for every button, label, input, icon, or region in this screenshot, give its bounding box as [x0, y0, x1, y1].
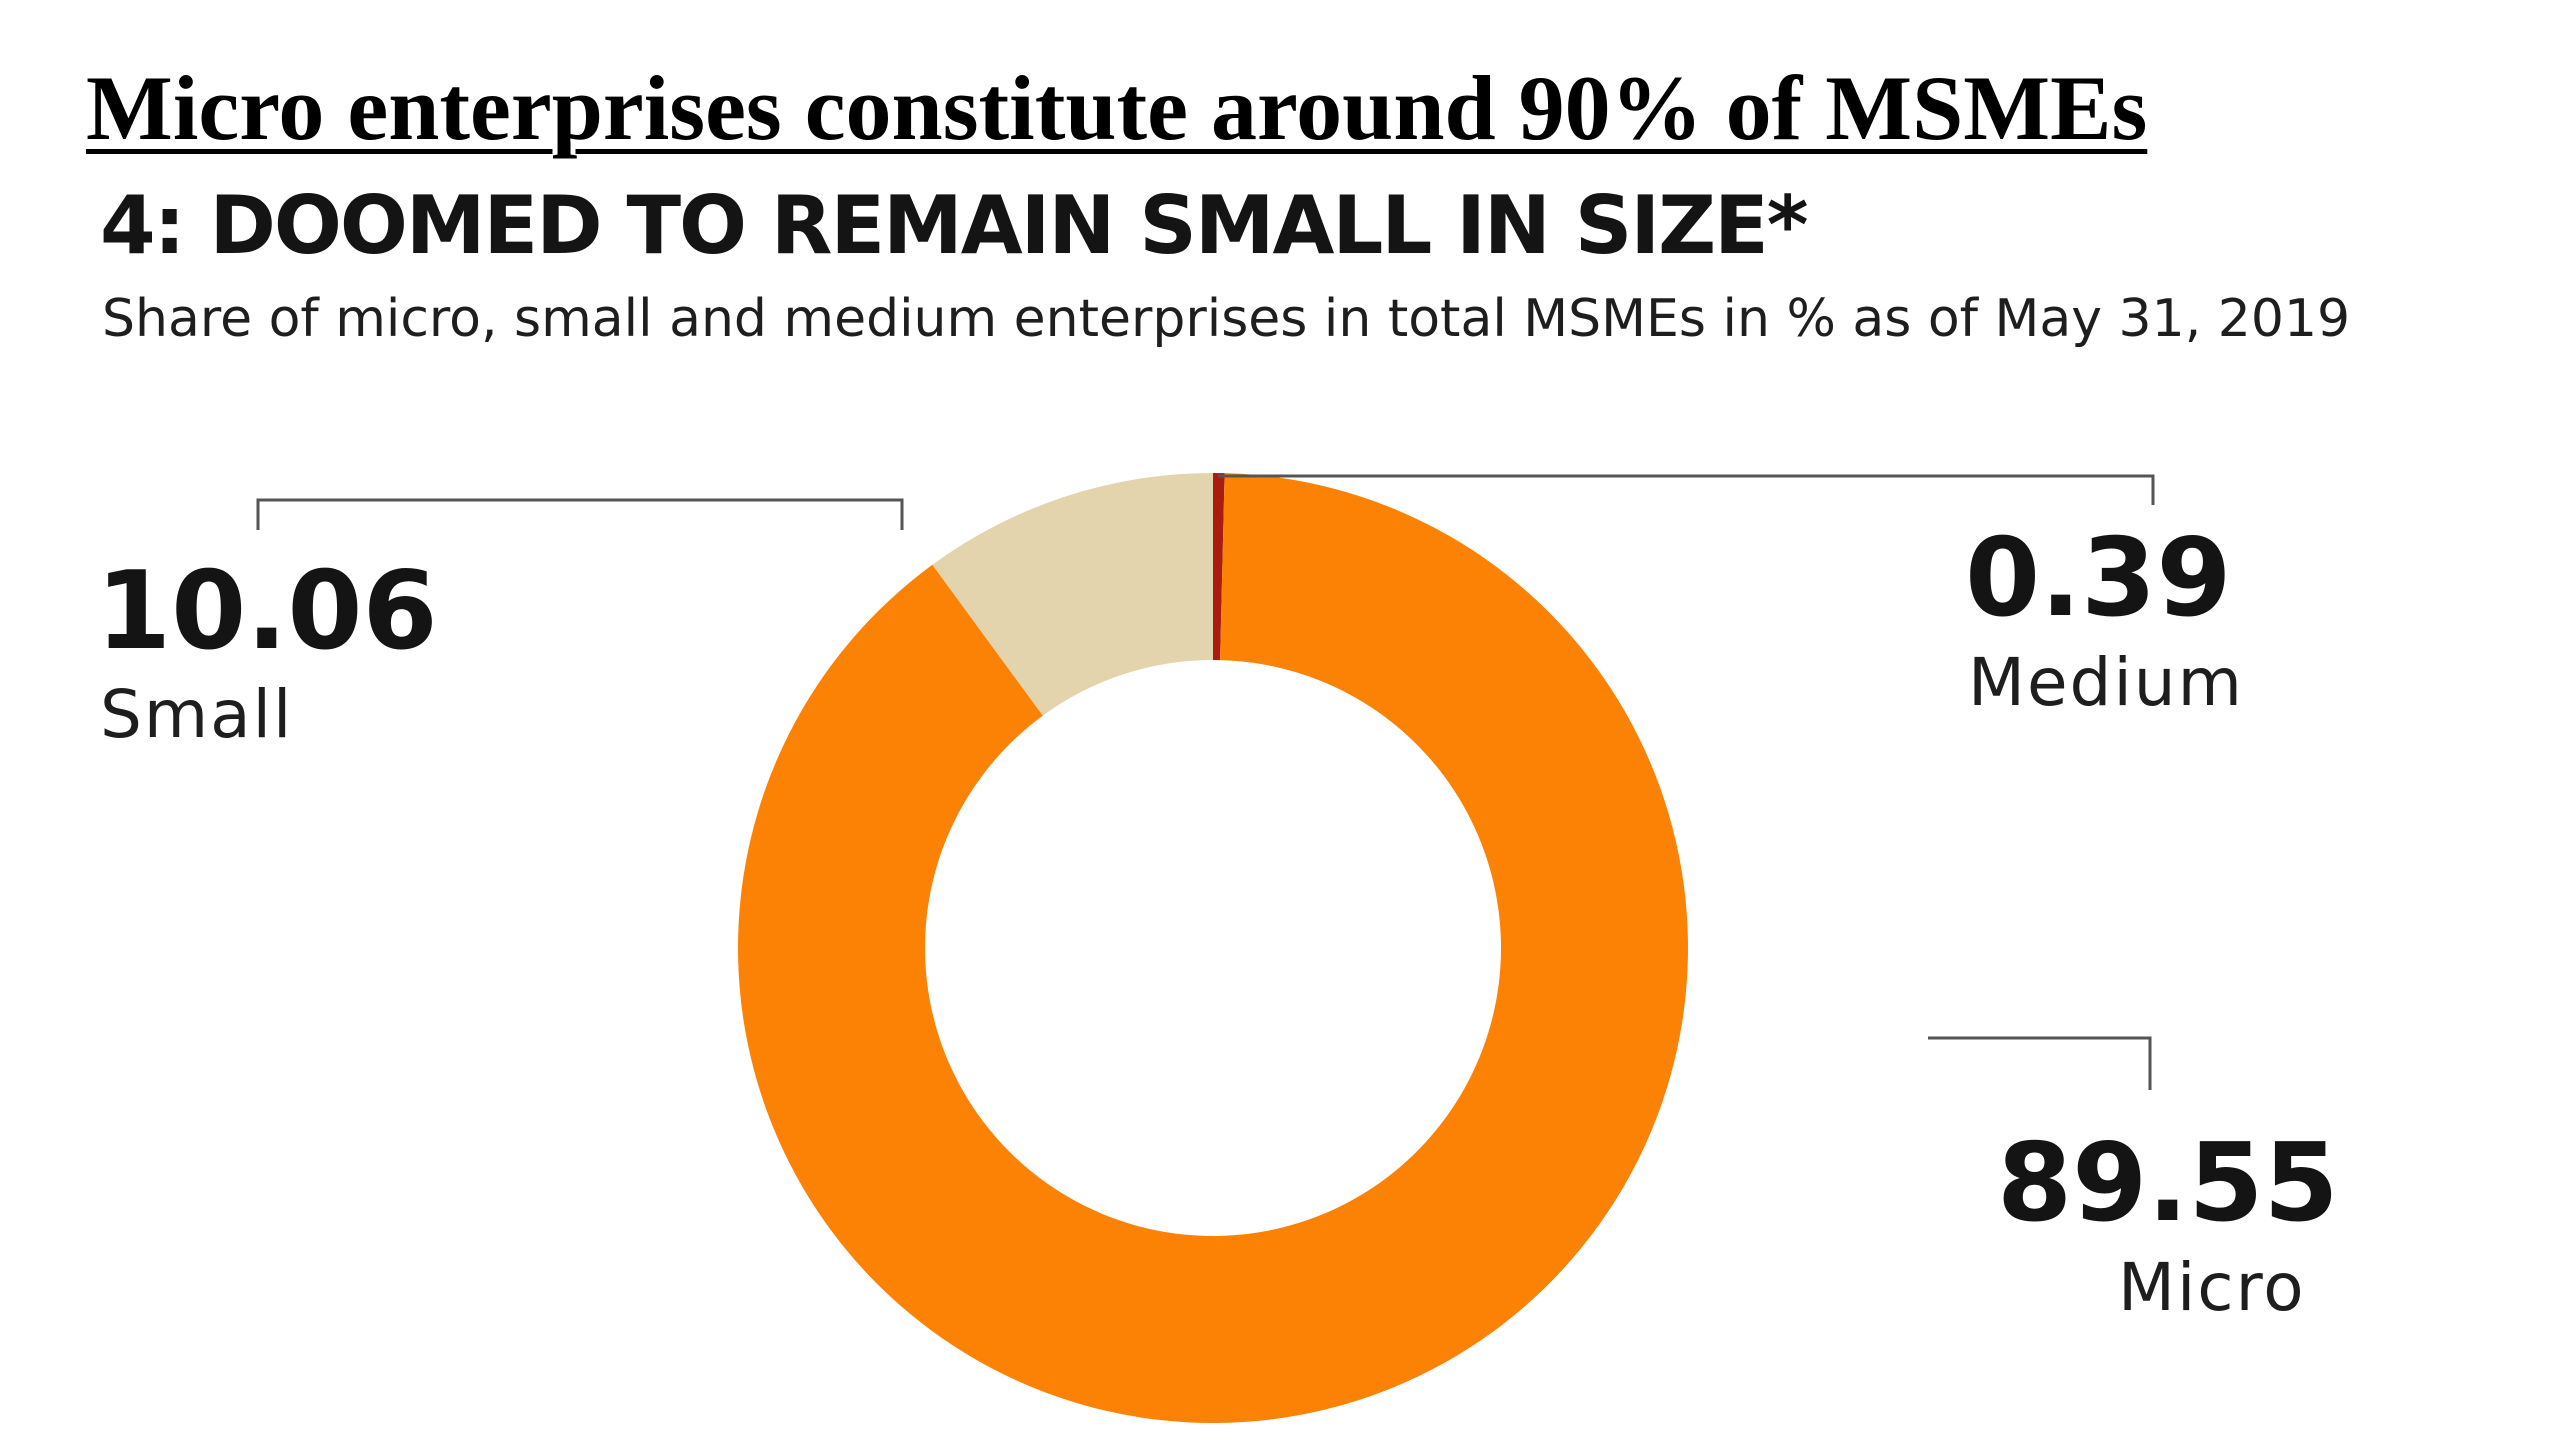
slide-title: Micro enterprises constitute around 90% …	[86, 57, 2148, 159]
donut-slices	[738, 473, 1688, 1423]
slice-medium	[1213, 473, 1225, 661]
slice-value-micro: 89.55	[1997, 1121, 2339, 1246]
slice-value-small: 10.06	[96, 549, 438, 674]
leader-line-medium	[1218, 474, 2155, 505]
chart-subtitle: Share of micro, small and medium enterpr…	[102, 289, 2351, 349]
leader-line-micro	[1928, 1036, 2152, 1090]
slice-label-micro: Micro	[2118, 1249, 2306, 1326]
slice-label-small: Small	[100, 676, 293, 753]
slice-label-medium: Medium	[1968, 644, 2244, 721]
slice-micro	[738, 473, 1688, 1423]
leader-line-small	[256, 498, 904, 530]
slice-small	[932, 473, 1213, 716]
chart-title: 4: DOOMED TO REMAIN SMALL IN SIZE*	[100, 179, 1809, 272]
slice-value-medium: 0.39	[1965, 516, 2231, 641]
